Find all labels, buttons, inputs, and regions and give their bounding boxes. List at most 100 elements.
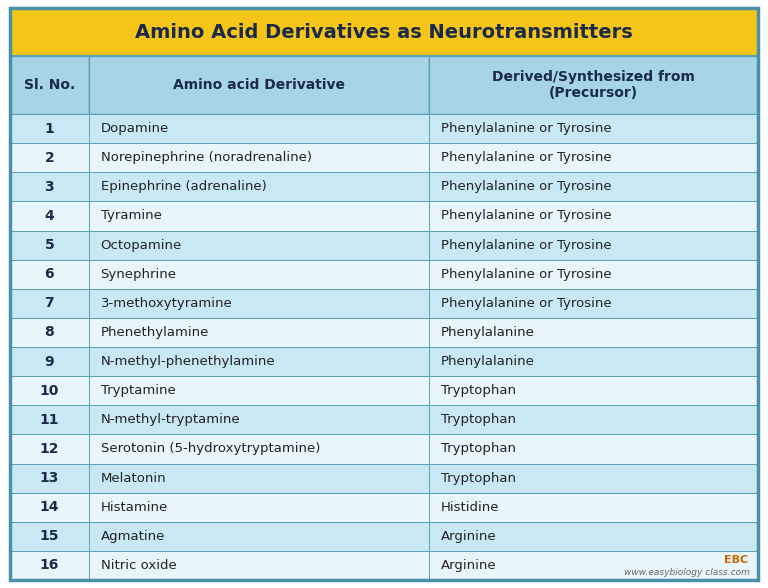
Bar xyxy=(88,114,429,143)
Bar xyxy=(10,230,88,260)
Bar xyxy=(429,172,758,201)
Bar xyxy=(88,260,429,289)
Bar xyxy=(88,318,429,347)
Bar xyxy=(10,289,88,318)
Bar xyxy=(429,376,758,405)
Text: Synephrine: Synephrine xyxy=(101,268,177,280)
Text: 15: 15 xyxy=(39,529,59,543)
Text: Phenylalanine: Phenylalanine xyxy=(441,355,535,368)
Text: 2: 2 xyxy=(45,151,55,165)
Text: Phenylalanine or Tyrosine: Phenylalanine or Tyrosine xyxy=(441,239,611,252)
Bar xyxy=(429,201,758,230)
Bar xyxy=(429,260,758,289)
Text: N-methyl-tryptamine: N-methyl-tryptamine xyxy=(101,413,240,426)
Bar xyxy=(10,376,88,405)
Text: Phenylalanine or Tyrosine: Phenylalanine or Tyrosine xyxy=(441,122,611,135)
Bar xyxy=(88,551,429,580)
Bar xyxy=(88,56,429,114)
Text: Amino Acid Derivatives as Neurotransmitters: Amino Acid Derivatives as Neurotransmitt… xyxy=(135,22,633,42)
Text: Arginine: Arginine xyxy=(441,559,496,572)
Text: Phenylalanine or Tyrosine: Phenylalanine or Tyrosine xyxy=(441,209,611,222)
Bar xyxy=(429,289,758,318)
Bar xyxy=(10,8,758,56)
Bar xyxy=(429,435,758,463)
Bar xyxy=(10,56,88,114)
Bar xyxy=(10,260,88,289)
Bar xyxy=(88,172,429,201)
Bar xyxy=(10,114,88,143)
Text: Derived/Synthesized from
(Precursor): Derived/Synthesized from (Precursor) xyxy=(492,70,695,100)
Text: Phenylalanine or Tyrosine: Phenylalanine or Tyrosine xyxy=(441,297,611,310)
Bar xyxy=(10,463,88,493)
Bar xyxy=(88,435,429,463)
Text: Serotonin (5-hydroxytryptamine): Serotonin (5-hydroxytryptamine) xyxy=(101,442,320,456)
Text: Nitric oxide: Nitric oxide xyxy=(101,559,177,572)
Text: 10: 10 xyxy=(40,384,59,397)
Bar xyxy=(429,551,758,580)
Bar xyxy=(10,347,88,376)
Bar xyxy=(429,405,758,435)
Bar xyxy=(10,201,88,230)
Text: 7: 7 xyxy=(45,296,54,310)
Text: 13: 13 xyxy=(40,471,59,485)
Bar xyxy=(88,289,429,318)
Bar xyxy=(429,56,758,114)
Text: Amino acid Derivative: Amino acid Derivative xyxy=(173,78,345,92)
Bar xyxy=(429,114,758,143)
Bar xyxy=(429,143,758,172)
Text: 1: 1 xyxy=(45,122,55,136)
Bar xyxy=(10,493,88,522)
Text: 11: 11 xyxy=(39,413,59,427)
Bar xyxy=(88,347,429,376)
Text: 9: 9 xyxy=(45,355,54,369)
Bar xyxy=(88,463,429,493)
Bar xyxy=(88,405,429,435)
Text: Arginine: Arginine xyxy=(441,530,496,543)
Bar xyxy=(10,172,88,201)
Text: Histamine: Histamine xyxy=(101,501,167,514)
Bar xyxy=(429,463,758,493)
Text: 16: 16 xyxy=(40,559,59,573)
Text: EBC: EBC xyxy=(724,556,748,566)
Text: Melatonin: Melatonin xyxy=(101,472,166,485)
Bar xyxy=(10,143,88,172)
Text: Norepinephrine (noradrenaline): Norepinephrine (noradrenaline) xyxy=(101,151,312,164)
Text: Histidine: Histidine xyxy=(441,501,499,514)
Text: Dopamine: Dopamine xyxy=(101,122,169,135)
Bar xyxy=(10,522,88,551)
Bar xyxy=(88,376,429,405)
Text: 3: 3 xyxy=(45,180,54,194)
Text: Phenylalanine or Tyrosine: Phenylalanine or Tyrosine xyxy=(441,151,611,164)
Bar xyxy=(88,143,429,172)
Bar xyxy=(429,347,758,376)
Text: Tyramine: Tyramine xyxy=(101,209,161,222)
Text: 5: 5 xyxy=(45,238,55,252)
Bar xyxy=(88,493,429,522)
Text: 6: 6 xyxy=(45,267,54,281)
Bar xyxy=(429,318,758,347)
Bar xyxy=(429,230,758,260)
Text: Tryptamine: Tryptamine xyxy=(101,384,175,397)
Text: Octopamine: Octopamine xyxy=(101,239,182,252)
Text: Tryptophan: Tryptophan xyxy=(441,384,516,397)
Bar xyxy=(10,318,88,347)
Text: Phenylalanine or Tyrosine: Phenylalanine or Tyrosine xyxy=(441,181,611,193)
Bar xyxy=(10,435,88,463)
Bar xyxy=(10,405,88,435)
Text: 12: 12 xyxy=(39,442,59,456)
Text: 14: 14 xyxy=(39,500,59,514)
Text: Agmatine: Agmatine xyxy=(101,530,165,543)
Bar xyxy=(88,201,429,230)
Text: Tryptophan: Tryptophan xyxy=(441,442,516,456)
Bar xyxy=(88,230,429,260)
Bar xyxy=(429,493,758,522)
Bar xyxy=(10,551,88,580)
Text: Tryptophan: Tryptophan xyxy=(441,472,516,485)
Bar xyxy=(88,522,429,551)
Text: Tryptophan: Tryptophan xyxy=(441,413,516,426)
Text: Phenethylamine: Phenethylamine xyxy=(101,326,209,339)
Text: Epinephrine (adrenaline): Epinephrine (adrenaline) xyxy=(101,181,266,193)
Text: 4: 4 xyxy=(45,209,55,223)
Text: www.easybiology class.com: www.easybiology class.com xyxy=(624,568,750,577)
Text: Sl. No.: Sl. No. xyxy=(24,78,75,92)
